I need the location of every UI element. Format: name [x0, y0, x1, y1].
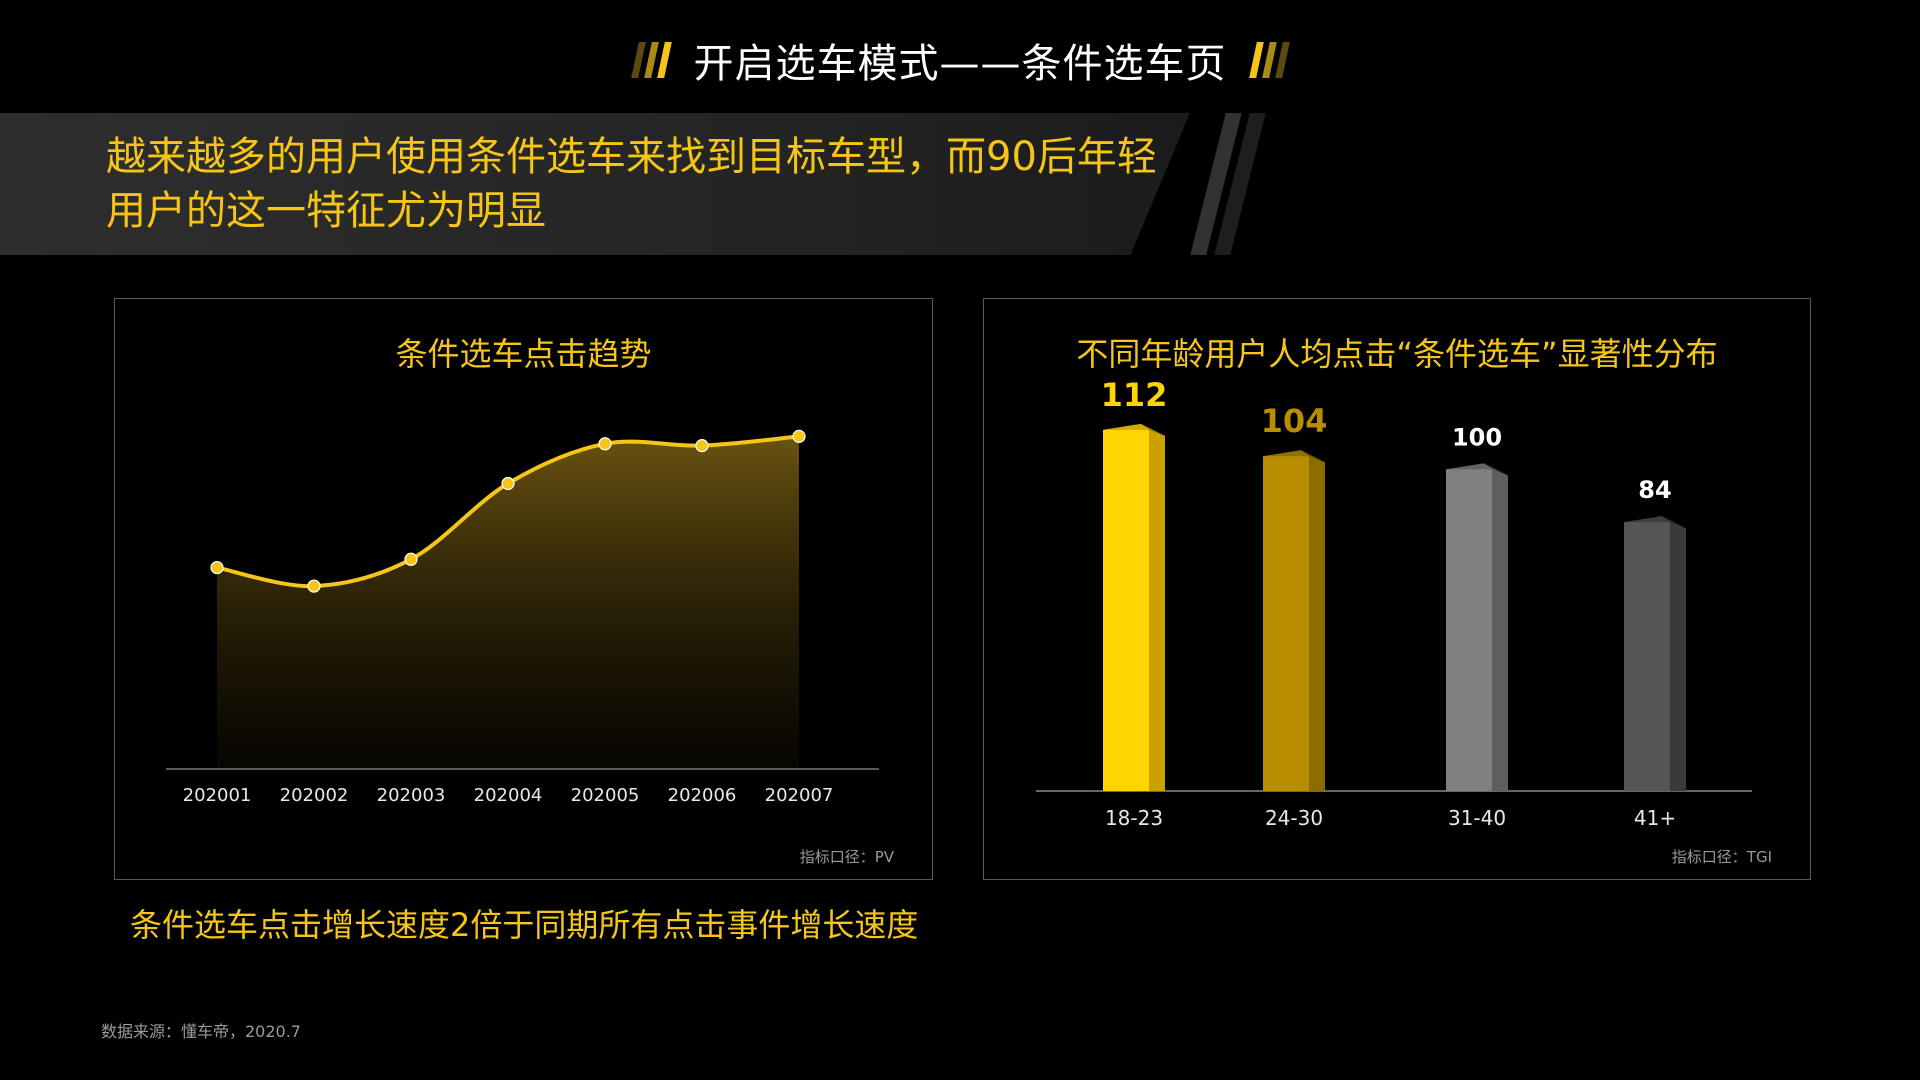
tgi-x-tick: 41+ — [1634, 806, 1676, 830]
growth-footnote: 条件选车点击增长速度2倍于同期所有点击事件增长速度 — [130, 906, 919, 944]
tgi-chart-note: 指标口径：TGI — [1671, 848, 1772, 866]
headline-banner — [0, 113, 1190, 255]
tgi-bar-side — [1309, 456, 1325, 791]
tgi-bar — [1624, 516, 1670, 791]
tgi-value-label: 84 — [1638, 476, 1671, 504]
headline: 越来越多的用户使用条件选车来找到目标车型，而90后年轻 用户的这一特征尤为明显 — [106, 130, 1186, 238]
tgi-x-tick: 24-30 — [1265, 806, 1323, 830]
trend-chart-note: 指标口径：PV — [799, 848, 894, 866]
headline-line-1: 越来越多的用户使用条件选车来找到目标车型，而90后年轻 — [106, 134, 1157, 180]
tgi-bar-side — [1670, 522, 1686, 791]
tgi-x-tick: 18-23 — [1105, 806, 1163, 830]
headline-line-2: 用户的这一特征尤为明显 — [106, 188, 546, 234]
page-title: 开启选车模式——条件选车页 — [693, 41, 1227, 87]
trend-point — [598, 437, 612, 451]
tgi-value-label: 112 — [1101, 376, 1168, 414]
trend-point — [404, 552, 418, 566]
tgi-bar-side — [1149, 429, 1165, 791]
trend-point — [501, 476, 515, 491]
trend-point — [307, 579, 321, 593]
title-stripes-right-icon — [1248, 42, 1290, 78]
trend-point — [210, 560, 224, 575]
trend-point — [792, 429, 806, 443]
trend-x-tick: 202003 — [377, 785, 446, 806]
tgi-chart-title: 不同年龄用户人均点击“条件选车”显著性分布 — [1076, 335, 1718, 373]
tgi-bar — [1263, 450, 1309, 791]
tgi-bar-chart: 112 18-23 104 24-30 100 31-40 84 41+ — [1036, 376, 1752, 830]
data-source: 数据来源：懂车帝，2020.7 — [101, 1022, 301, 1041]
tgi-value-label: 100 — [1452, 423, 1502, 451]
trend-x-tick: 202005 — [571, 785, 640, 806]
trend-x-tick: 202001 — [183, 785, 252, 806]
tgi-value-label: 104 — [1261, 402, 1328, 440]
trend-x-tick: 202006 — [668, 785, 737, 806]
trend-x-tick: 202002 — [280, 785, 349, 806]
trend-area — [217, 436, 799, 769]
tgi-x-tick: 31-40 — [1448, 806, 1506, 830]
trend-point — [695, 439, 709, 453]
trend-x-tick: 202007 — [765, 785, 834, 806]
title-stripes-left-icon — [630, 42, 672, 78]
tgi-bar-side — [1492, 469, 1508, 791]
trend-chart: 202001 202002 202003 202004 202005 202006 2020… — [166, 429, 879, 806]
tgi-bar-top — [1446, 463, 1508, 476]
tgi-bar — [1103, 423, 1149, 791]
tgi-chart-panel: 不同年龄用户人均点击“条件选车”显著性分布 112 18-23 104 24-30 10… — [983, 298, 1811, 880]
tgi-bar — [1446, 463, 1492, 791]
trend-chart-panel: 条件选车点击趋势 202001 202002 202003 202004 202005 2… — [114, 298, 933, 880]
tgi-bar-top — [1624, 516, 1686, 529]
tgi-bar-top — [1263, 450, 1325, 463]
trend-chart-title: 条件选车点击趋势 — [395, 335, 652, 373]
page-title-bar: 开启选车模式——条件选车页 — [0, 30, 1920, 90]
trend-x-tick: 202004 — [474, 785, 543, 806]
